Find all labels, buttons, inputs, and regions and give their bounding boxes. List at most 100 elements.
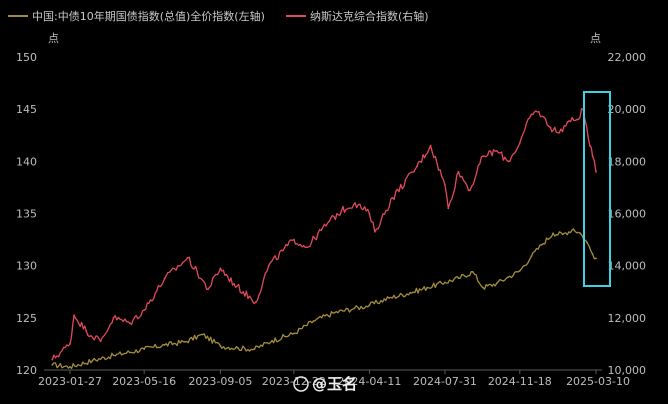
data-point-bond-index: [112, 354, 115, 357]
data-point-nasdaq: [305, 246, 308, 249]
data-point-bond-index: [426, 286, 429, 289]
data-point-bond-index: [471, 271, 474, 273]
legend-label-bond-index: 中国:中债10年期国债指数(总值)全价指数(左轴): [32, 9, 265, 23]
data-point-nasdaq: [495, 150, 498, 152]
data-point-bond-index: [595, 257, 597, 260]
x-tick-label: 2024-07-31: [413, 375, 477, 388]
data-point-nasdaq: [576, 118, 578, 121]
right-tick-label: 16,000: [608, 208, 647, 221]
data-point-nasdaq: [143, 309, 146, 311]
data-point-nasdaq: [595, 170, 597, 173]
data-point-nasdaq: [429, 144, 432, 147]
data-point-nasdaq: [482, 155, 484, 158]
data-point-nasdaq: [558, 131, 561, 134]
data-point-bond-index: [409, 291, 412, 294]
data-point-bond-index: [495, 282, 498, 285]
data-point-bond-index: [579, 232, 582, 235]
data-point-nasdaq: [267, 264, 270, 267]
data-point-nasdaq: [591, 155, 594, 158]
data-point-bond-index: [237, 347, 240, 349]
data-point-bond-index: [312, 320, 315, 322]
series-line-nasdaq: [51, 108, 597, 360]
legend: 中国:中债10年期国债指数(总值)全价指数(左轴) 纳斯达克综合指数(右轴): [8, 9, 429, 23]
right-tick-label: 18,000: [608, 155, 647, 168]
data-point-bond-index: [482, 286, 484, 289]
left-tick-label: 125: [16, 312, 37, 325]
watermark: @玉名: [293, 375, 357, 393]
data-point-bond-index: [201, 333, 204, 336]
data-point-nasdaq: [112, 316, 115, 319]
data-point-bond-index: [518, 270, 521, 272]
data-point-nasdaq: [186, 256, 189, 259]
data-point-nasdaq: [447, 207, 450, 210]
data-point-bond-index: [184, 340, 186, 343]
data-point-nasdaq: [469, 189, 471, 191]
data-point-nasdaq: [85, 330, 88, 332]
x-tick-label: 2023-09-05: [188, 375, 252, 388]
data-point-bond-index: [51, 363, 54, 366]
left-tick-label: 130: [16, 260, 37, 273]
x-tick-label: 2025-03-10: [566, 375, 630, 388]
data-point-bond-index: [253, 348, 256, 350]
left-tick-label: 140: [16, 155, 37, 168]
data-point-bond-index: [388, 297, 390, 299]
right-tick-label: 10,000: [608, 364, 647, 377]
data-point-bond-index: [333, 311, 336, 314]
data-point-nasdaq: [340, 210, 343, 212]
data-point-bond-index: [540, 243, 543, 246]
right-tick-label: 12,000: [608, 312, 647, 325]
x-tick-label: 2023-05-16: [112, 375, 176, 388]
data-point-nasdaq: [368, 212, 371, 215]
right-tick-label: 22,000: [608, 51, 647, 64]
data-point-bond-index: [163, 344, 166, 346]
left-tick-label: 120: [16, 364, 37, 377]
data-point-nasdaq: [129, 322, 131, 324]
data-point-bond-index: [591, 253, 594, 256]
data-point-bond-index: [530, 255, 533, 258]
left-tick-label: 135: [16, 208, 37, 221]
right-axis-unit: 点: [590, 32, 601, 45]
data-point-nasdaq: [233, 283, 235, 285]
highlight-box: [583, 91, 611, 287]
right-tick-label: 20,000: [608, 103, 647, 116]
weibo-icon: [293, 376, 309, 392]
legend-label-nasdaq: 纳斯达克综合指数(右轴): [310, 9, 429, 23]
data-point-bond-index: [572, 228, 575, 231]
right-tick-label: 14,000: [608, 260, 647, 273]
series-line-bond-index: [51, 228, 597, 370]
data-point-nasdaq: [354, 202, 356, 205]
data-point-nasdaq: [537, 110, 540, 113]
data-point-bond-index: [271, 339, 273, 342]
data-point-bond-index: [586, 241, 589, 244]
left-axis-unit: 点: [48, 32, 59, 45]
x-tick-label: 2024-11-18: [488, 375, 552, 388]
data-point-bond-index: [552, 232, 554, 235]
data-point-nasdaq: [99, 340, 102, 343]
data-point-nasdaq: [373, 230, 376, 233]
data-point-nasdaq: [530, 113, 533, 116]
data-point-bond-index: [353, 307, 356, 310]
data-point-bond-index: [293, 332, 295, 335]
data-point-nasdaq: [328, 220, 331, 223]
data-point-nasdaq: [589, 144, 591, 147]
data-point-nasdaq: [293, 238, 295, 241]
data-point-bond-index: [444, 281, 446, 284]
data-point-nasdaq: [391, 196, 394, 199]
data-point-nasdaq: [457, 170, 460, 173]
data-point-nasdaq: [518, 142, 521, 145]
watermark-text: @玉名: [312, 375, 357, 393]
x-tick-label: 2024-04-11: [337, 375, 401, 388]
data-point-bond-index: [457, 277, 460, 280]
axes: 120 125 130 135 140 145 150 10,000 12,000 14,000 1…: [16, 51, 646, 388]
data-point-nasdaq: [566, 121, 569, 124]
data-point-nasdaq: [416, 165, 418, 168]
x-tick-label: 2023-01-27: [38, 375, 102, 388]
data-point-bond-index: [561, 233, 564, 236]
data-point-bond-index: [69, 366, 71, 368]
data-point-nasdaq: [219, 267, 222, 270]
left-tick-label: 145: [16, 103, 37, 116]
data-point-nasdaq: [254, 301, 257, 304]
data-point-bond-index: [143, 348, 146, 350]
